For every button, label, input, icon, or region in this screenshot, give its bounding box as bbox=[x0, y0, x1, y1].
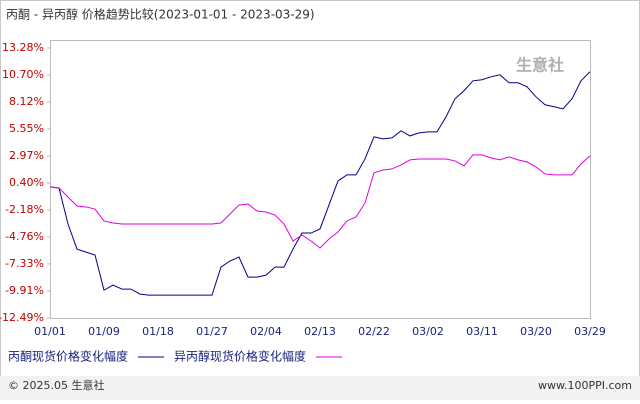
y-tick-label: -4.76% bbox=[5, 230, 44, 243]
footer-right: www.100PPI.com bbox=[538, 379, 632, 392]
y-tick-label: 13.28% bbox=[2, 41, 44, 54]
x-tick-label: 03/20 bbox=[520, 325, 552, 338]
y-tick-label: -7.33% bbox=[5, 257, 44, 270]
x-tick-label: 01/01 bbox=[34, 325, 66, 338]
plot-frame bbox=[50, 40, 591, 319]
y-tick-label: 2.97% bbox=[9, 149, 44, 162]
x-tick-label: 03/02 bbox=[412, 325, 444, 338]
x-tick-label: 01/18 bbox=[142, 325, 174, 338]
legend-label: 丙酮现货价格变化幅度 bbox=[8, 349, 128, 364]
chart-title: 丙酮 - 异丙醇 价格趋势比较(2023-01-01 - 2023-03-29) bbox=[6, 7, 315, 22]
y-tick-label: -9.91% bbox=[5, 284, 44, 297]
y-tick-label: -12.49% bbox=[0, 311, 44, 324]
x-tick-label: 03/11 bbox=[466, 325, 498, 338]
footer-left: © 2025.05 生意社 bbox=[8, 378, 104, 392]
watermark: 生意社 bbox=[516, 56, 564, 75]
x-tick-label: 02/13 bbox=[304, 325, 336, 338]
x-tick-label: 03/29 bbox=[574, 325, 606, 338]
legend-label: 异丙醇现货价格变化幅度 bbox=[174, 349, 306, 364]
y-tick-label: 10.70% bbox=[2, 68, 44, 81]
y-tick-label: -2.18% bbox=[5, 203, 44, 216]
x-tick-label: 01/27 bbox=[196, 325, 228, 338]
x-tick-label: 02/04 bbox=[250, 325, 282, 338]
y-tick-label: 0.40% bbox=[9, 176, 44, 189]
series-line bbox=[49, 71, 591, 296]
series-line bbox=[49, 154, 591, 249]
y-tick-label: 8.12% bbox=[9, 95, 44, 108]
y-tick-label: 5.55% bbox=[9, 122, 44, 135]
x-tick-label: 01/09 bbox=[88, 325, 120, 338]
x-tick-label: 02/22 bbox=[358, 325, 390, 338]
footer-bar bbox=[0, 376, 640, 400]
